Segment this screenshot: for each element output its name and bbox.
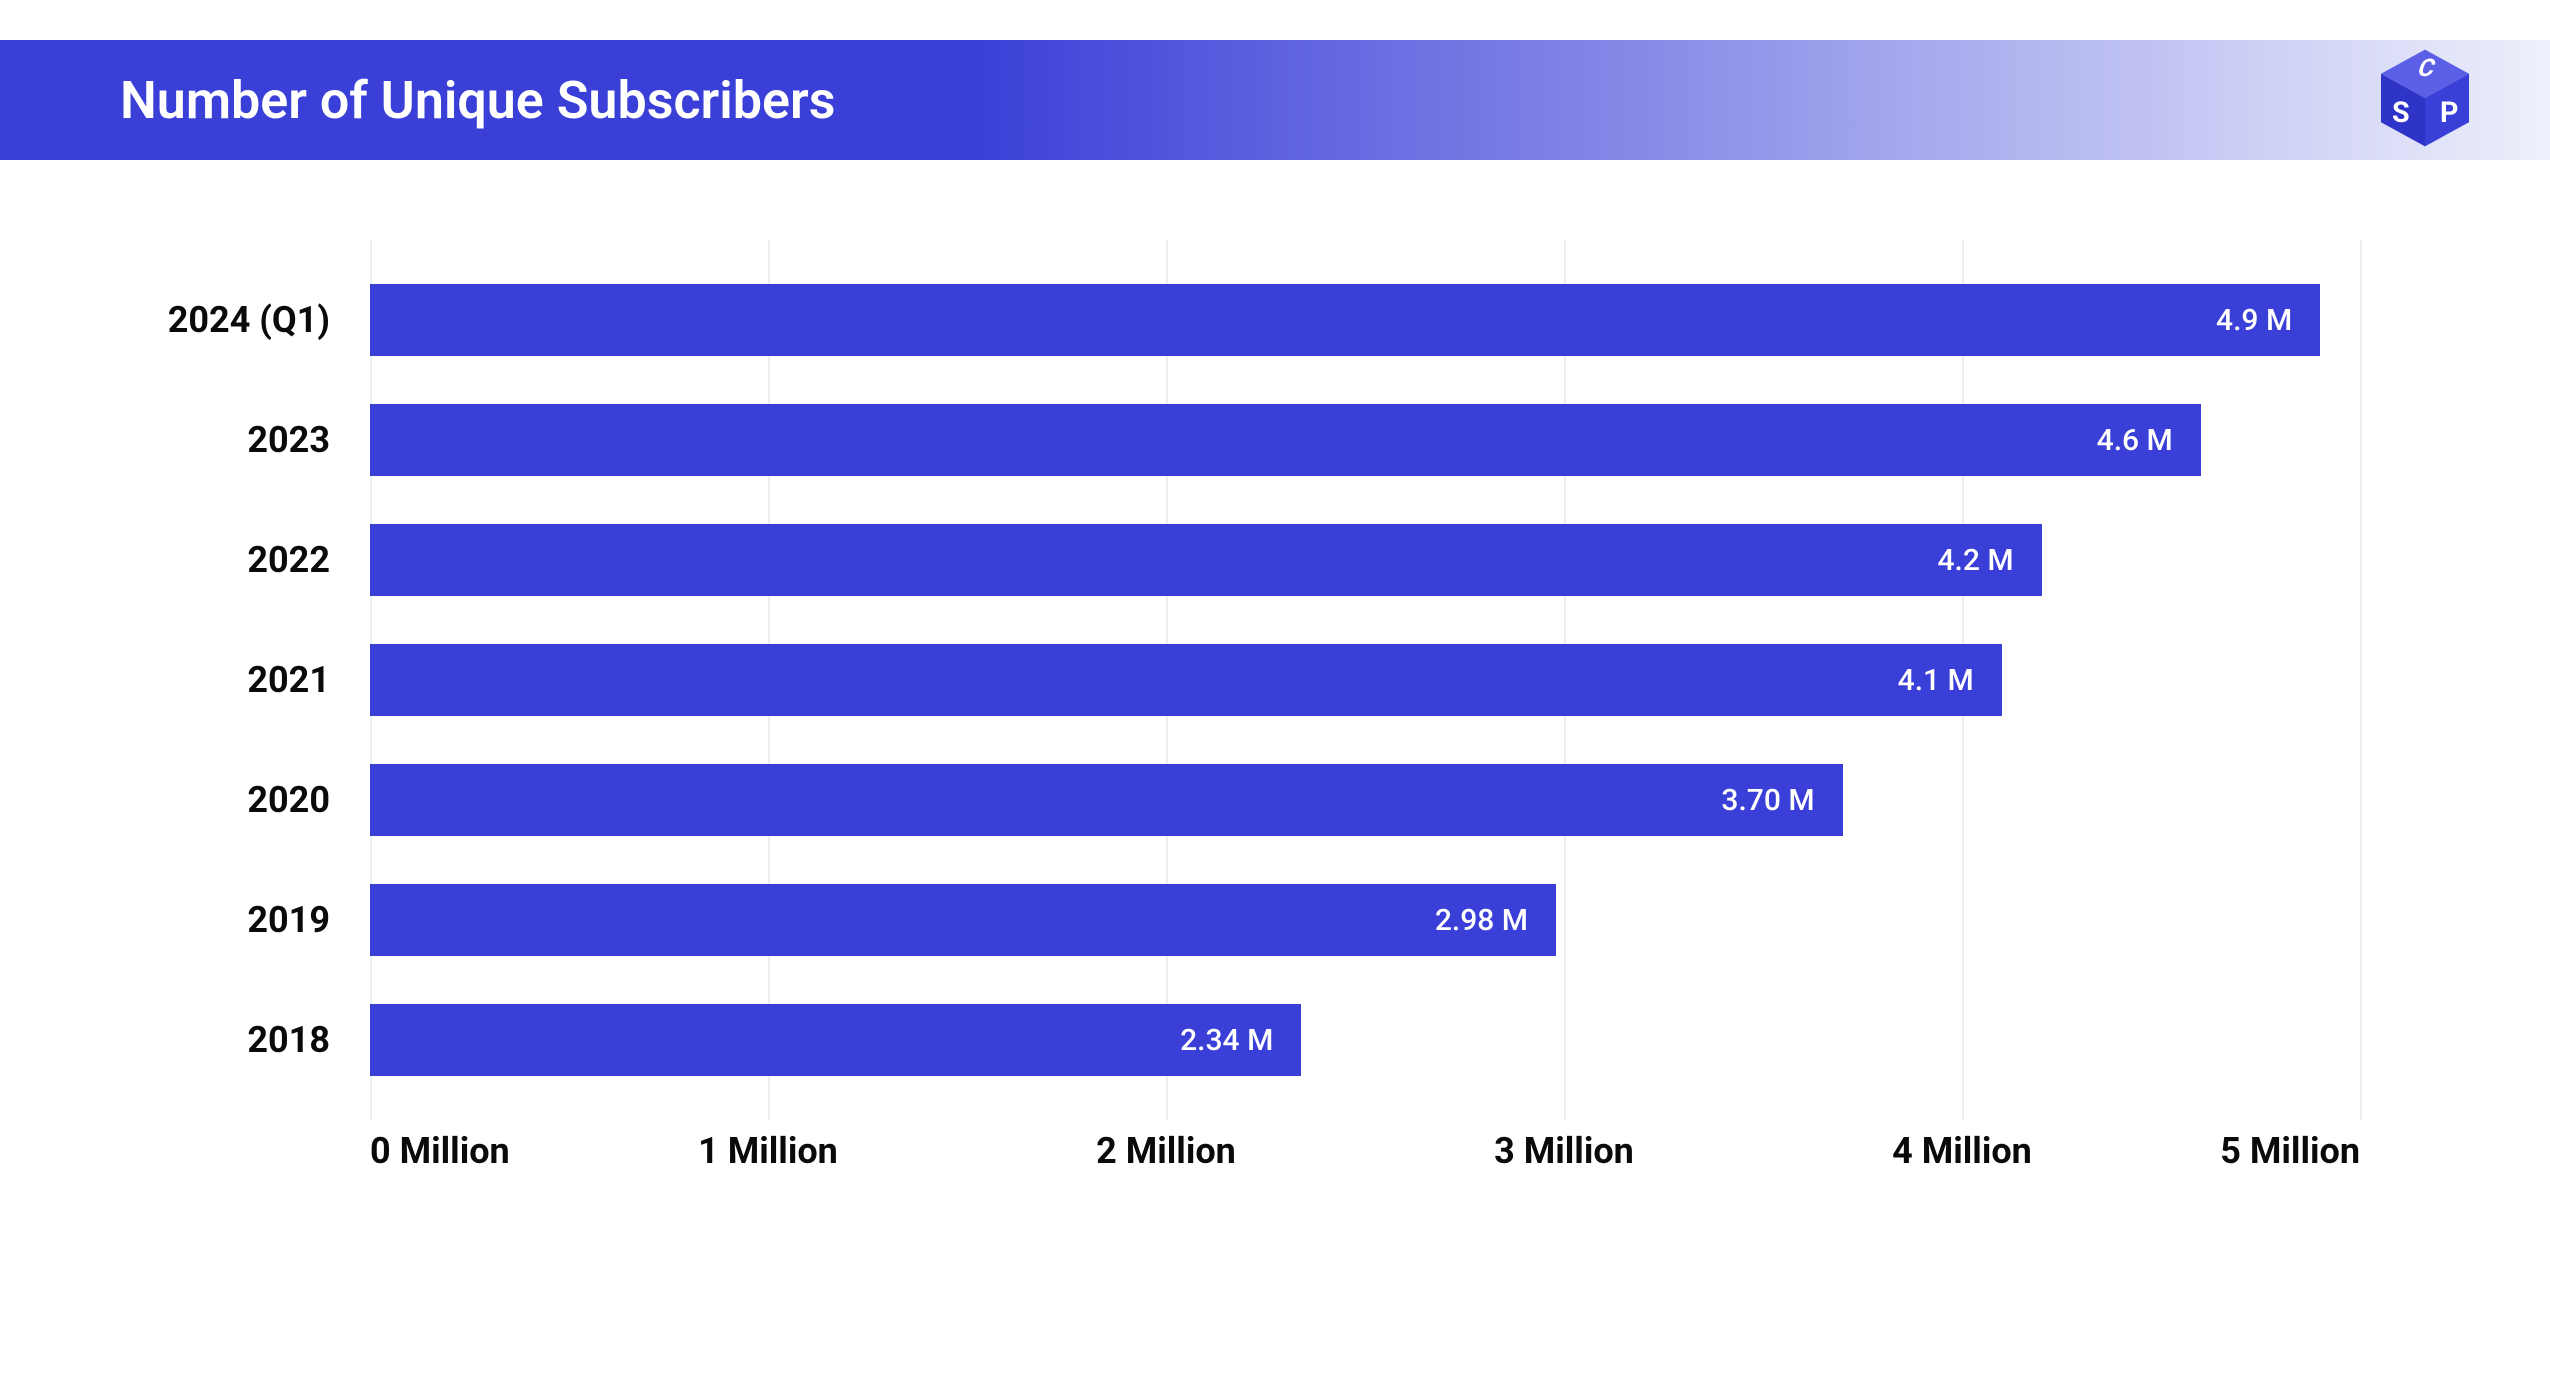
y-axis-labels: 2024 (Q1) 2023 2022 2021 2020 2019 2018	[150, 240, 350, 1120]
bar: 2.98 M	[370, 884, 1556, 956]
x-axis: 0 Million 1 Million 2 Million 3 Million 4 Mi…	[370, 1130, 2360, 1180]
header-band: Number of Unique Subscribers C S P	[0, 40, 2550, 160]
y-axis-label: 2019	[150, 884, 350, 956]
x-axis-tick-label: 5 Million	[2220, 1130, 2360, 1172]
y-axis-label: 2023	[150, 404, 350, 476]
x-axis-tick-label: 3 Million	[1494, 1130, 1634, 1172]
bar-row: 4.2 M	[370, 524, 2360, 596]
y-axis-label: 2024 (Q1)	[150, 284, 350, 356]
bar: 4.9 M	[370, 284, 2320, 356]
cube-logo-icon: C S P	[2370, 43, 2480, 153]
bar: 4.1 M	[370, 644, 2002, 716]
y-axis-label: 2022	[150, 524, 350, 596]
bar-row: 4.9 M	[370, 284, 2360, 356]
bar-row: 2.98 M	[370, 884, 2360, 956]
bar-row: 3.70 M	[370, 764, 2360, 836]
bar-row: 4.1 M	[370, 644, 2360, 716]
bar-value-label: 4.1 M	[1898, 663, 1974, 698]
x-axis-tick-label: 0 Million	[370, 1130, 510, 1172]
gridline	[2360, 240, 2362, 1120]
plot-region: 4.9 M 4.6 M 4.2 M 4.1 M 3.70 M 2.98 M 2.…	[370, 240, 2360, 1120]
chart-container: 2024 (Q1) 2023 2022 2021 2020 2019 2018 …	[150, 240, 2400, 1240]
y-axis-label: 2018	[150, 1004, 350, 1076]
bar-value-label: 4.2 M	[1937, 543, 2013, 578]
bar: 2.34 M	[370, 1004, 1301, 1076]
x-axis-tick-label: 1 Million	[698, 1130, 838, 1172]
bar-value-label: 2.98 M	[1435, 903, 1528, 938]
x-axis-tick-label: 2 Million	[1096, 1130, 1236, 1172]
svg-text:S: S	[2392, 95, 2410, 129]
bar-row: 4.6 M	[370, 404, 2360, 476]
brand-logo: C S P	[2370, 43, 2480, 157]
y-axis-label: 2020	[150, 764, 350, 836]
bar-value-label: 4.6 M	[2097, 423, 2173, 458]
x-axis-tick-label: 4 Million	[1892, 1130, 2032, 1172]
bar: 4.2 M	[370, 524, 2042, 596]
bar-value-label: 3.70 M	[1721, 783, 1814, 818]
y-axis-label: 2021	[150, 644, 350, 716]
bar-row: 2.34 M	[370, 1004, 2360, 1076]
bars-container: 4.9 M 4.6 M 4.2 M 4.1 M 3.70 M 2.98 M 2.…	[370, 240, 2360, 1120]
bar: 4.6 M	[370, 404, 2201, 476]
bar: 3.70 M	[370, 764, 1843, 836]
chart-title: Number of Unique Subscribers	[120, 70, 835, 131]
bar-value-label: 2.34 M	[1180, 1023, 1273, 1058]
svg-text:P: P	[2440, 95, 2458, 129]
bar-value-label: 4.9 M	[2216, 303, 2292, 338]
